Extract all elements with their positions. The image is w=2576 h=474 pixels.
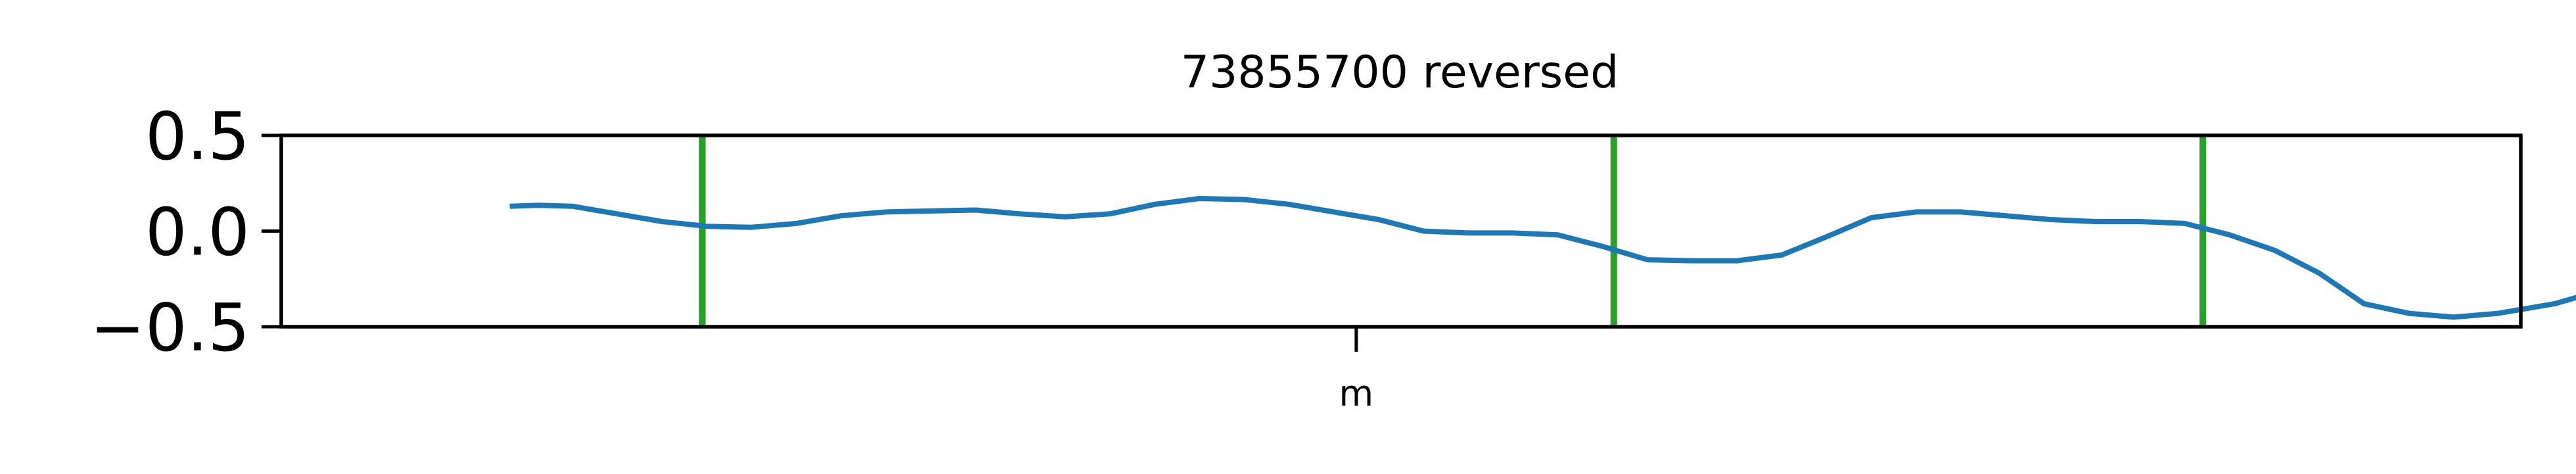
y-tick-label-2: 0.0 <box>145 194 250 271</box>
series-line-1 <box>509 196 2576 320</box>
x-tick-label-1: m <box>1339 373 1374 414</box>
chart-title: 73855700 reversed <box>1181 47 1619 99</box>
x-axis: m <box>1339 327 1374 414</box>
series-layer <box>509 196 2576 320</box>
y-axis: 0.5 0.0 −0.5 <box>90 98 281 366</box>
plot-area <box>279 133 2576 329</box>
y-tick-label-1: 0.5 <box>145 98 250 175</box>
event-markers <box>699 135 2207 327</box>
y-tick-label-3: −0.5 <box>90 289 250 366</box>
axes-frame <box>279 133 2523 329</box>
